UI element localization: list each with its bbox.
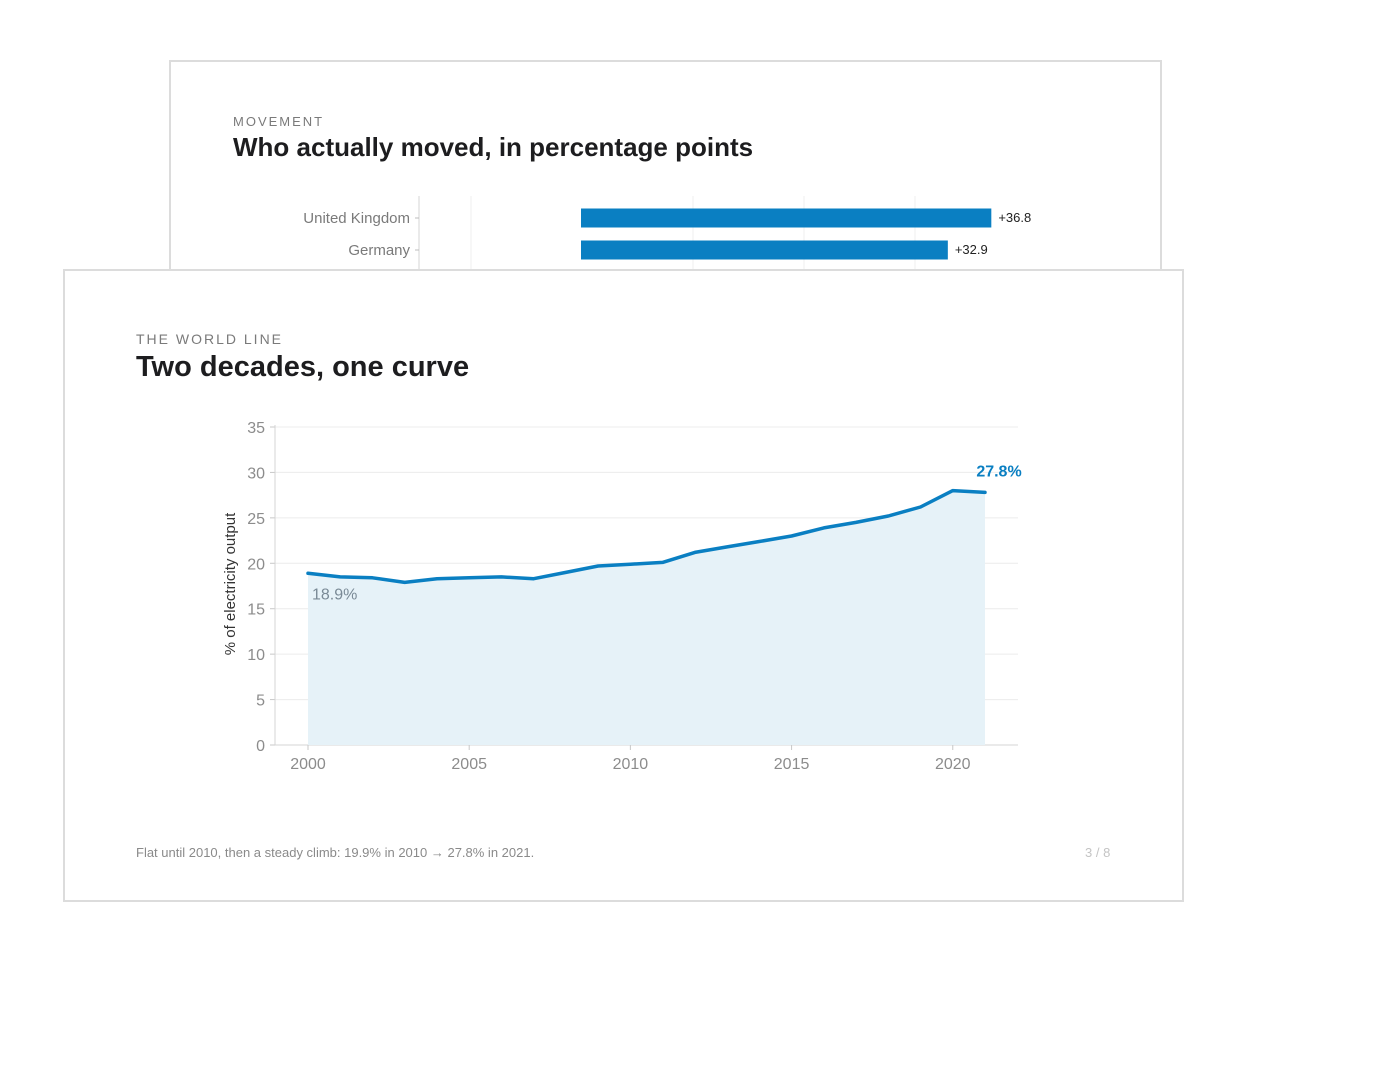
- card-title: Who actually moved, in percentage points: [233, 132, 754, 162]
- x-tick-label: 2015: [774, 756, 810, 773]
- y-tick-label: 5: [256, 693, 265, 710]
- y-axis-label: % of electricity output: [222, 512, 239, 655]
- movement-card: MOVEMENT Who actually moved, in percenta…: [169, 60, 1162, 300]
- x-tick-label: 2000: [290, 756, 326, 773]
- card-kicker: THE WORLD LINE: [136, 331, 284, 347]
- bar-chart: United Kingdom +36.8 Germany +32.9: [303, 196, 1031, 298]
- x-tick-label: 2020: [935, 756, 971, 773]
- x-tick-label: 2005: [451, 756, 487, 773]
- bar-category-label: Germany: [348, 242, 410, 259]
- y-tick-label: 20: [247, 556, 265, 573]
- y-tick-label: 15: [247, 602, 265, 619]
- series-line: [306, 488, 987, 585]
- start-value-annotation: 18.9%: [312, 586, 357, 603]
- line-chart: 0 5 10 15 20 25 30 35 2000 2005 2010 2015 2020 % of e…: [222, 420, 1022, 773]
- card-kicker: MOVEMENT: [233, 114, 325, 129]
- page-indicator: 3 / 8: [1085, 845, 1111, 860]
- bar-data-label: +32.9: [955, 242, 988, 257]
- card-title: Two decades, one curve: [136, 351, 470, 383]
- series-area: [308, 490, 985, 745]
- y-tick-label: 35: [247, 420, 265, 437]
- bar: [581, 240, 948, 260]
- chart-footnote: Flat until 2010, then a steady climb: 19…: [136, 845, 535, 860]
- y-tick-label: 30: [247, 465, 265, 482]
- y-tick-label: 10: [247, 647, 265, 664]
- bar: [581, 208, 992, 228]
- y-tick-label: 25: [247, 511, 265, 528]
- x-tick-label: 2010: [613, 756, 649, 773]
- end-value-annotation: 27.8%: [976, 463, 1021, 480]
- y-tick-label: 0: [256, 738, 265, 755]
- bar-category-label: United Kingdom: [303, 210, 410, 227]
- bar-data-label: +36.8: [998, 210, 1031, 225]
- world-line-card: THE WORLD LINE Two decades, one curve 0 5…: [63, 269, 1184, 902]
